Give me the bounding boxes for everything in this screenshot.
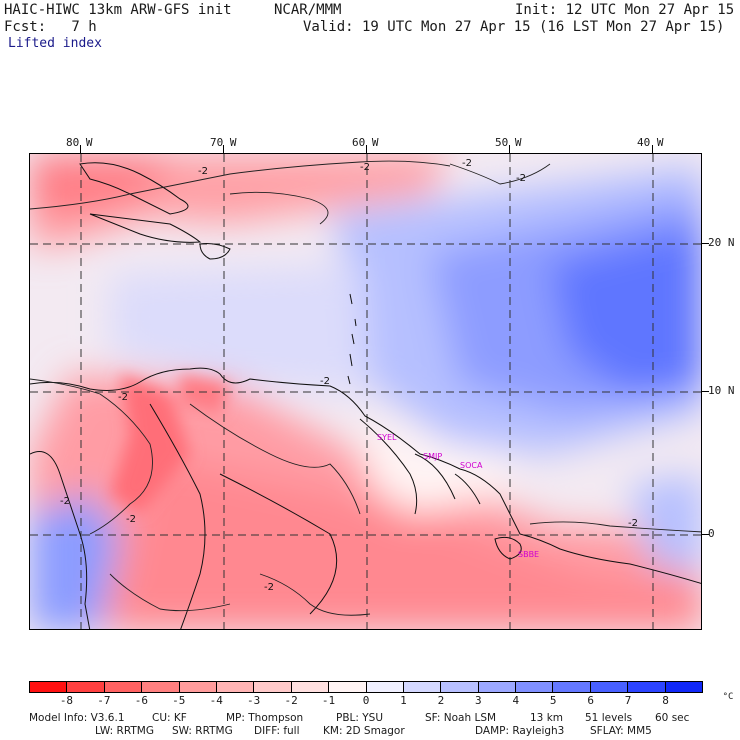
lon-tick <box>80 145 81 153</box>
model-info-sw: SW: RRTMG <box>172 725 233 737</box>
station-soca: SOCA <box>460 461 483 470</box>
colorbar-tick-label: 4 <box>512 694 520 707</box>
lon-tick <box>509 145 510 153</box>
colorbar-cell <box>329 682 367 692</box>
lat-label-20n: 20 N <box>708 236 735 249</box>
model-info-cu: CU: KF <box>152 712 187 724</box>
lon-label-40w: 40 W <box>637 136 664 149</box>
colorbar-tick-label: 5 <box>549 694 557 707</box>
model-info-lw: LW: RRTMG <box>95 725 154 737</box>
model-info-levels: 51 levels <box>585 712 633 724</box>
contour-lines <box>30 160 701 616</box>
colorbar-cell <box>254 682 292 692</box>
colorbar-tick-label: -6 <box>134 694 148 707</box>
colorbar-tick-label: -8 <box>59 694 74 707</box>
valid-time: Valid: 19 UTC Mon 27 Apr 15 (16 LST Mon … <box>303 19 725 35</box>
colorbar-cell <box>516 682 554 692</box>
contour-label: -2 <box>118 392 128 403</box>
colorbar-tick-label: -3 <box>247 694 261 707</box>
colorbar-tick-label: 3 <box>475 694 482 707</box>
lon-label-80w: 80 W <box>66 136 93 149</box>
station-smjp: SMJP <box>423 452 442 461</box>
colorbar-cell <box>30 682 68 692</box>
init-time: Init: 12 UTC Mon 27 Apr 15 <box>515 2 735 18</box>
colorbar-cell <box>366 682 404 692</box>
model-info-diff: DIFF: full <box>254 725 300 737</box>
lon-label-60w: 60 W <box>352 136 379 149</box>
station-syel: SYEL <box>377 433 397 442</box>
model-info-sf: SF: Noah LSM <box>425 712 497 724</box>
field-name: Lifted index <box>8 36 102 51</box>
colorbar-cell <box>403 682 442 692</box>
contour-label: -2 <box>462 158 472 169</box>
colorbar-cell <box>590 682 629 692</box>
contour-label: -2 <box>360 162 370 173</box>
colorbar-unit: °C <box>722 692 734 702</box>
colorbar-cell <box>67 682 105 692</box>
contour-label: -2 <box>516 173 526 184</box>
lat-tick <box>702 391 709 392</box>
colorbar-tick-label: 1 <box>400 694 407 707</box>
colorbar <box>29 681 703 693</box>
lifted-index-map: -2 -2 -2 -2 -2 -2 -2 -2 -2 -2 SYEL SMJP … <box>29 153 702 630</box>
model-info-pbl: PBL: YSU <box>336 712 384 724</box>
contour-label: -2 <box>628 518 638 529</box>
shaded-field <box>30 154 701 629</box>
colorbar-cell <box>478 682 517 692</box>
colorbar-tick-label: -5 <box>172 694 186 707</box>
lon-tick <box>652 145 653 153</box>
contour-label: -2 <box>320 376 330 387</box>
model-title: HAIC-HIWC 13km ARW-GFS init <box>4 2 232 18</box>
colorbar-tick-label: 8 <box>662 694 669 707</box>
colorbar-tick-label: 7 <box>624 694 632 707</box>
colorbar-cell <box>142 682 180 692</box>
colorbar-cell <box>104 682 143 692</box>
lat-label-0: 0 <box>708 527 715 540</box>
model-info-mp: MP: Thompson <box>226 712 304 724</box>
colorbar-cell <box>553 682 591 692</box>
forecast-hour: Fcst: 7 h <box>4 19 97 35</box>
colorbar-tick-label: 2 <box>437 694 445 707</box>
station-sbbe: SBBE <box>518 550 539 559</box>
model-info-damp: DAMP: Rayleigh3 <box>475 725 565 737</box>
contour-label: -2 <box>198 166 208 177</box>
colorbar-tick-label: -1 <box>321 694 336 707</box>
model-info-timestep: 60 sec <box>655 712 690 724</box>
lon-tick <box>366 145 367 153</box>
map-canvas: -2 -2 -2 -2 -2 -2 -2 -2 -2 -2 SYEL SMJP … <box>30 154 701 629</box>
colorbar-tick-label: -2 <box>284 694 298 707</box>
model-info-res: 13 km <box>530 712 564 724</box>
lat-tick <box>702 534 709 535</box>
contour-label: -2 <box>126 514 136 525</box>
colorbar-cell <box>291 682 330 692</box>
lon-tick <box>223 145 224 153</box>
colorbar-cell <box>179 682 217 692</box>
model-info-sflay: SFLAY: MM5 <box>590 725 652 737</box>
colorbar-tick-label: -7 <box>97 694 111 707</box>
lat-tick <box>702 243 709 244</box>
coastlines <box>30 162 701 629</box>
colorbar-cell <box>216 682 255 692</box>
lat-label-10n: 10 N <box>708 384 735 397</box>
contour-label: -2 <box>60 496 70 507</box>
colorbar-tick-label: 0 <box>362 694 370 707</box>
model-info-km: KM: 2D Smagor <box>323 725 405 737</box>
stations: SYEL SMJP SOCA SBBE <box>377 433 539 559</box>
lon-label-70w: 70 W <box>210 136 237 149</box>
colorbar-cell <box>441 682 479 692</box>
colorbar-tick-label: 6 <box>587 694 594 707</box>
model-info-version: Model Info: V3.6.1 <box>29 712 125 724</box>
lon-label-50w: 50 W <box>495 136 522 149</box>
contour-label: -2 <box>264 582 274 593</box>
colorbar-cell <box>665 682 703 692</box>
colorbar-cell <box>628 682 666 692</box>
organization: NCAR/MMM <box>274 2 342 18</box>
contour-labels: -2 -2 -2 -2 -2 -2 -2 -2 -2 -2 <box>60 158 638 593</box>
lat-lon-grid <box>30 154 701 629</box>
colorbar-tick-label: -4 <box>209 694 223 707</box>
